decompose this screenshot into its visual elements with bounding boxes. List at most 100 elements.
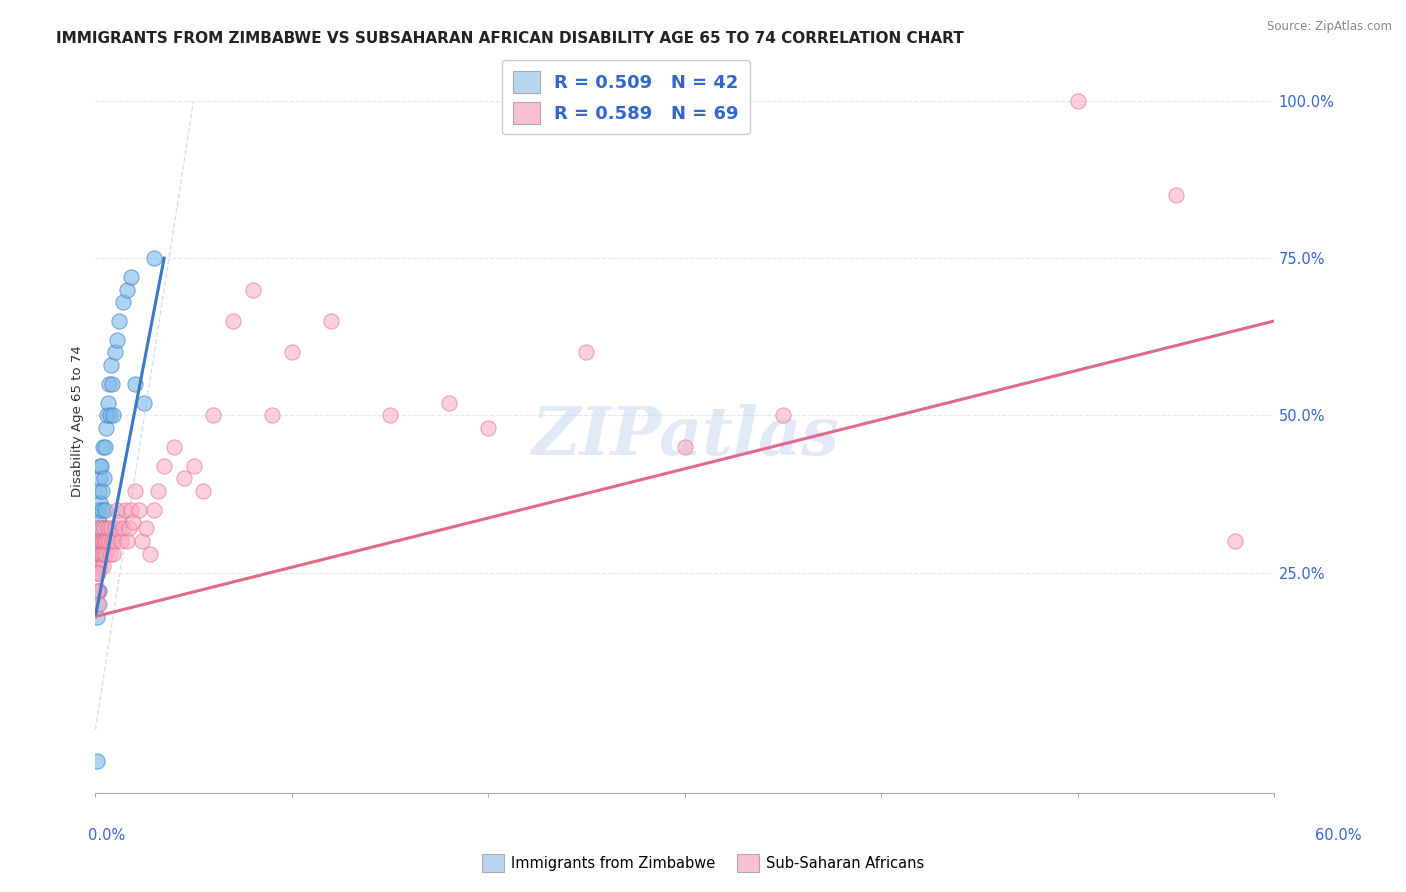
Point — [105, 333, 128, 347]
Point — [94, 502, 117, 516]
Point — [104, 345, 127, 359]
Point — [110, 534, 132, 549]
Point — [86, 547, 108, 561]
Point — [1066, 94, 1088, 108]
Point — [319, 314, 342, 328]
Point — [101, 376, 124, 391]
Point — [120, 502, 142, 516]
Point — [90, 547, 112, 561]
Point — [86, 754, 108, 768]
Point — [104, 521, 127, 535]
Point — [89, 483, 111, 498]
Point — [262, 409, 284, 423]
Point — [193, 483, 215, 498]
Point — [115, 283, 138, 297]
Point — [131, 534, 153, 549]
Point — [378, 409, 401, 423]
Point — [87, 534, 110, 549]
Point — [90, 521, 112, 535]
Text: 60.0%: 60.0% — [1315, 828, 1362, 843]
Point — [202, 409, 225, 423]
Point — [98, 534, 121, 549]
Point — [105, 502, 128, 516]
Point — [90, 534, 112, 549]
Point — [100, 358, 122, 372]
Point — [124, 376, 146, 391]
Point — [101, 547, 124, 561]
Point — [93, 471, 115, 485]
Point — [111, 295, 134, 310]
Point — [87, 547, 110, 561]
Point — [89, 496, 111, 510]
Point — [86, 534, 108, 549]
Point — [91, 483, 114, 498]
Text: IMMIGRANTS FROM ZIMBABWE VS SUBSAHARAN AFRICAN DISABILITY AGE 65 TO 74 CORRELATI: IMMIGRANTS FROM ZIMBABWE VS SUBSAHARAN A… — [56, 31, 965, 46]
Point — [91, 440, 114, 454]
Point — [97, 396, 120, 410]
Point — [91, 547, 114, 561]
Point — [183, 458, 205, 473]
Point — [86, 566, 108, 580]
Point — [115, 534, 138, 549]
Point — [135, 521, 157, 535]
Point — [114, 502, 136, 516]
Point — [281, 345, 304, 359]
Point — [87, 566, 110, 580]
Point — [100, 521, 122, 535]
Point — [96, 547, 118, 561]
Point — [101, 409, 124, 423]
Point — [128, 502, 150, 516]
Point — [575, 345, 598, 359]
Point — [111, 521, 134, 535]
Text: Source: ZipAtlas.com: Source: ZipAtlas.com — [1267, 20, 1392, 33]
Point — [101, 534, 124, 549]
Point — [87, 584, 110, 599]
Point — [1164, 188, 1187, 202]
Point — [94, 534, 117, 549]
Point — [673, 440, 696, 454]
Point — [91, 559, 114, 574]
Point — [86, 547, 108, 561]
Point — [134, 396, 156, 410]
Point — [90, 502, 112, 516]
Point — [1223, 534, 1246, 549]
Point — [86, 566, 108, 580]
Point — [86, 584, 108, 599]
Point — [91, 534, 114, 549]
Point — [89, 458, 111, 473]
Point — [108, 314, 131, 328]
Point — [124, 483, 146, 498]
Point — [89, 534, 111, 549]
Point — [91, 534, 114, 549]
Point — [89, 559, 111, 574]
Point — [94, 440, 117, 454]
Point — [97, 521, 120, 535]
Point — [93, 547, 115, 561]
Point — [87, 515, 110, 529]
Point — [242, 283, 264, 297]
Point — [98, 409, 121, 423]
Point — [86, 534, 108, 549]
Point — [772, 409, 794, 423]
Point — [477, 421, 499, 435]
Point — [118, 521, 141, 535]
Point — [90, 547, 112, 561]
Point — [90, 458, 112, 473]
Point — [86, 609, 108, 624]
Point — [143, 502, 166, 516]
Point — [86, 521, 108, 535]
Point — [93, 521, 115, 535]
Point — [103, 534, 125, 549]
Point — [120, 270, 142, 285]
Point — [139, 547, 162, 561]
Point — [98, 547, 121, 561]
Text: 0.0%: 0.0% — [89, 828, 125, 843]
Point — [437, 396, 460, 410]
Point — [89, 471, 111, 485]
Legend: Immigrants from Zimbabwe, Sub-Saharan Africans: Immigrants from Zimbabwe, Sub-Saharan Af… — [475, 848, 931, 878]
Point — [108, 515, 131, 529]
Point — [96, 534, 118, 549]
Point — [163, 440, 186, 454]
Text: ZIPatlas: ZIPatlas — [530, 404, 838, 469]
Point — [93, 521, 115, 535]
